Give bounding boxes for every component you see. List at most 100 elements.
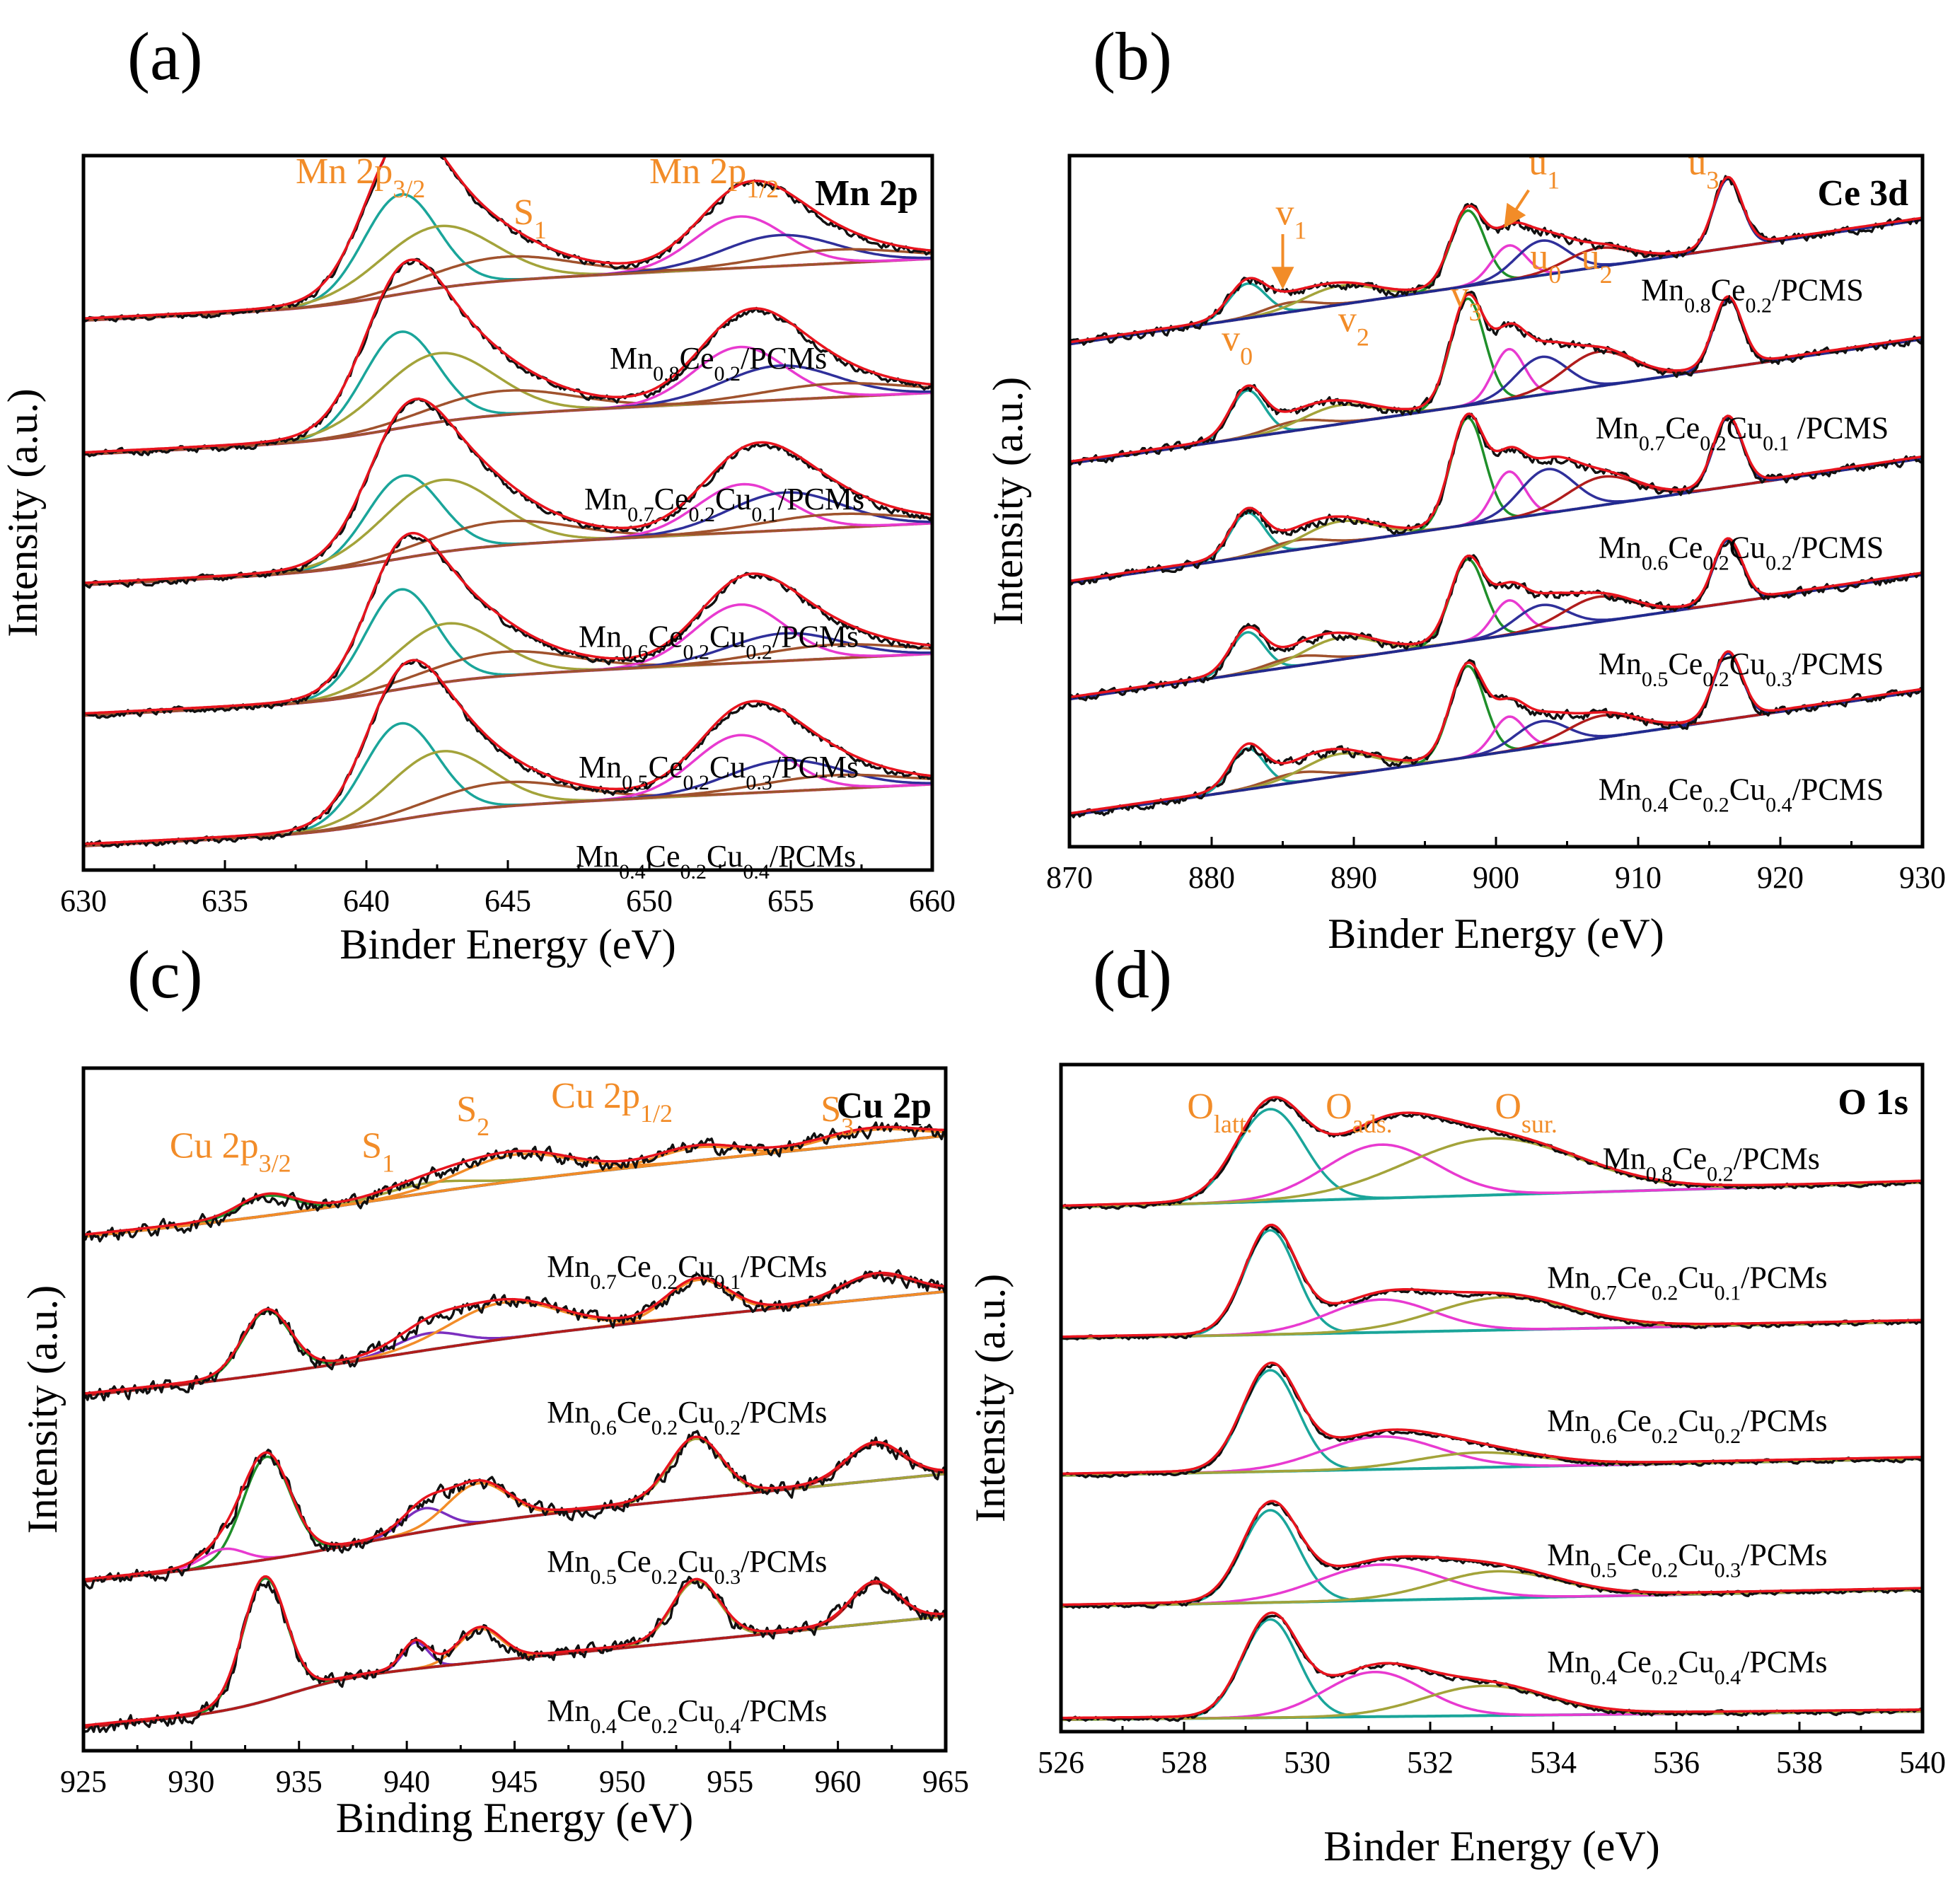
panel-a-plot-area — [83, 156, 932, 848]
series-c-3-envelope — [83, 1435, 946, 1581]
x-tick-label-b-2: 880 — [1188, 860, 1235, 895]
series-b-1-envelope — [1069, 175, 1923, 344]
series-c-1-raw — [83, 1121, 946, 1243]
peak-label-c-4: Cu 2p1/2 — [551, 1076, 673, 1128]
series-a-5-component-6 — [83, 773, 932, 847]
series-d-4 — [1061, 1500, 1923, 1609]
series-a-2-envelope — [83, 258, 932, 454]
x-axis-title-a: Binder Energy (eV) — [340, 921, 675, 968]
sample-label-b-4: Mn0.5Ce0.2Cu0.3/PCMS — [1599, 647, 1884, 691]
sample-label-b-2: Mn0.7Ce0.2Cu0.1 /PCMS — [1596, 411, 1889, 456]
series-a-2 — [83, 257, 932, 458]
x-tick-label-c-1: 925 — [60, 1764, 107, 1799]
series-d-4-envelope — [1061, 1500, 1923, 1606]
sample-label-c-1: Mn0.7Ce0.2Cu0.1/PCMs — [547, 1249, 827, 1294]
sample-label-b-1: Mn0.8Ce0.2/PCMS — [1641, 272, 1864, 317]
peak-label-a-2: S1 — [514, 192, 547, 244]
panel-b-frame — [1067, 153, 1925, 849]
peak-label-c-5: S3 — [820, 1089, 854, 1141]
peak-label-c-1: Cu 2p3/2 — [170, 1125, 291, 1177]
x-axis-title-d: Binder Energy (eV) — [1323, 1823, 1659, 1870]
panel-c: (c) Mn0.7Ce0.2Cu0.1/PCMs Mn0.6Ce0.2Cu0.2/P… — [19, 937, 969, 1841]
series-a-1-component-2 — [83, 224, 932, 322]
x-tick-label-d-5: 534 — [1530, 1745, 1577, 1780]
x-tick-label-c-8: 960 — [815, 1764, 862, 1799]
series-d-1-raw — [1061, 1096, 1923, 1210]
series-a-2-component-6 — [83, 382, 932, 456]
sample-label-d-1: Mn0.8Ce0.2/PCMs — [1603, 1141, 1820, 1186]
x-tick-label-b-6: 920 — [1757, 860, 1804, 895]
series-d-2 — [1061, 1223, 1923, 1341]
peak-label-d-3: Osur. — [1495, 1087, 1558, 1138]
x-tick-label-b-1: 870 — [1046, 860, 1093, 895]
element-label-c: Cu 2p — [837, 1086, 932, 1126]
series-a-5-component-1 — [83, 722, 932, 847]
panel-d-letter: (d) — [1093, 937, 1172, 1012]
series-a-3-envelope — [83, 398, 932, 584]
peak-label-b-3: v2 — [1338, 300, 1369, 352]
series-a-5-envelope — [83, 659, 932, 845]
series-a-3-raw — [83, 397, 932, 589]
series-a-5 — [83, 659, 932, 848]
series-c-1 — [83, 1121, 946, 1243]
series-c-1-envelope — [83, 1125, 946, 1236]
peak-label-b-1: v1 — [1275, 193, 1306, 245]
series-a-1-component-6 — [83, 248, 932, 322]
peak-label-d-1: Olatt. — [1187, 1087, 1253, 1138]
panel-b: (b) Mn0.8Ce0.2/PCMS Mn0.7Ce0.2Cu0.1 /PCMS M… — [985, 18, 1946, 957]
panel-a: (a) Mn0.8Ce0.2/PCMs Mn0.7Ce0.2Cu0.1/PCMs Mn… — [0, 18, 956, 968]
series-b-5-component-8 — [1069, 651, 1923, 817]
x-tick-label-d-6: 536 — [1653, 1745, 1700, 1780]
series-d-5 — [1061, 1611, 1923, 1722]
panel-c-plot-area — [83, 1121, 946, 1734]
series-b-2-envelope — [1069, 293, 1923, 463]
series-d-1 — [1061, 1096, 1923, 1210]
x-tick-label-b-7: 930 — [1899, 860, 1946, 895]
series-c-2 — [83, 1269, 946, 1402]
series-b-1 — [1069, 175, 1923, 346]
x-tick-label-c-3: 935 — [276, 1764, 323, 1799]
series-a-4-envelope — [83, 531, 932, 715]
panel-d: (d) Mn0.8Ce0.2/PCMs Mn0.7Ce0.2Cu0.1/PCMs Mn… — [967, 937, 1946, 1870]
x-tick-label-d-4: 532 — [1407, 1745, 1454, 1780]
peak-label-a-3: Mn 2p1/2 — [649, 151, 779, 203]
series-a-1 — [83, 156, 932, 323]
sample-label-a-5: Mn0.4Ce0.2Cu0.4/PCMs — [576, 839, 856, 883]
x-tick-label-c-9: 965 — [922, 1764, 969, 1799]
series-a-1-component-4 — [83, 215, 932, 322]
x-tick-label-b-4: 900 — [1473, 860, 1519, 895]
x-tick-label-b-3: 890 — [1330, 860, 1377, 895]
x-tick-label-a-4: 645 — [485, 883, 531, 918]
series-d-1-envelope — [1061, 1096, 1923, 1207]
sample-label-a-2: Mn0.7Ce0.2Cu0.1/PCMs — [584, 482, 864, 526]
x-tick-label-c-7: 955 — [707, 1764, 753, 1799]
element-label-b: Ce 3d — [1817, 173, 1908, 214]
y-axis-title-c: Intensity (a.u.) — [19, 1285, 66, 1534]
peak-label-c-2: S1 — [361, 1125, 395, 1177]
series-a-4-component-6 — [83, 643, 932, 717]
series-d-3-envelope — [1061, 1361, 1923, 1476]
sample-label-d-4: Mn0.5Ce0.2Cu0.3/PCMs — [1547, 1537, 1827, 1582]
peak-label-b-7: u2 — [1582, 237, 1613, 289]
peak-label-b-8: u3 — [1688, 143, 1719, 195]
y-axis-title-d: Intensity (a.u.) — [967, 1274, 1014, 1523]
series-b-1-raw — [1069, 175, 1923, 346]
x-tick-label-a-5: 650 — [626, 883, 673, 918]
series-d-5-envelope — [1061, 1611, 1923, 1720]
series-a-1-envelope — [83, 156, 932, 320]
sample-label-a-4: Mn0.5Ce0.2Cu0.3/PCMs — [579, 750, 859, 794]
series-c-4 — [83, 1575, 946, 1734]
series-b-5 — [1069, 650, 1923, 818]
series-b-3-envelope — [1069, 412, 1923, 583]
sample-label-a-3: Mn0.6Ce0.2Cu0.2/PCMs — [579, 619, 859, 664]
x-tick-label-a-7: 660 — [909, 883, 956, 918]
series-b-3-component-8 — [1069, 416, 1923, 584]
x-tick-label-d-1: 526 — [1038, 1745, 1084, 1780]
x-axis-title-c: Binding Energy (eV) — [336, 1795, 693, 1841]
series-c-2-envelope — [83, 1271, 946, 1395]
x-tick-label-c-4: 940 — [383, 1764, 430, 1799]
panel-d-plot-area — [1061, 1096, 1923, 1722]
series-d-3 — [1061, 1361, 1923, 1479]
x-tick-label-b-5: 910 — [1615, 860, 1662, 895]
element-label-a: Mn 2p — [815, 173, 918, 214]
